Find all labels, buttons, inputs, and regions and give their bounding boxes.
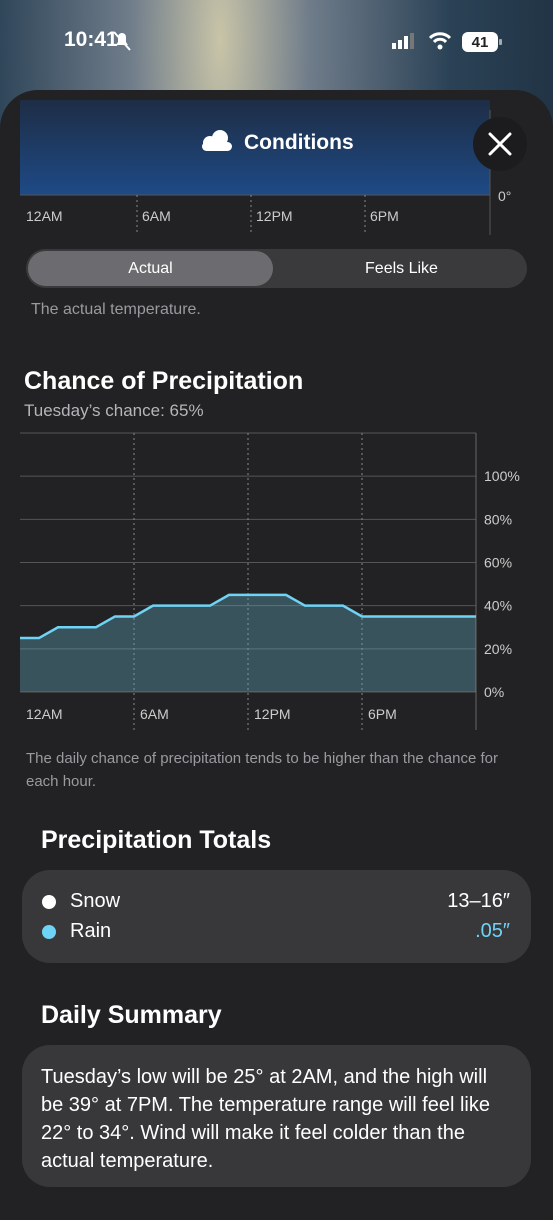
x-tick-label: 12AM bbox=[26, 208, 63, 224]
segment-selected[interactable] bbox=[28, 251, 273, 286]
section-title: Chance of Precipitation bbox=[24, 367, 304, 395]
y-tick-label: 60% bbox=[484, 555, 512, 571]
toggle-note: The actual temperature. bbox=[31, 301, 201, 318]
x-tick-label: 12PM bbox=[254, 706, 291, 722]
temperature-chart-axis: 12AM 6AM 12PM 6PM 0° bbox=[20, 110, 511, 235]
line bbox=[20, 593, 476, 640]
y-tick-label: 100% bbox=[484, 468, 520, 484]
x-tick-label: 12AM bbox=[26, 706, 63, 722]
mute-icon bbox=[113, 31, 131, 51]
y-tick-label: 0° bbox=[498, 188, 511, 204]
status-icons: 41 bbox=[392, 32, 502, 52]
legend-dots bbox=[42, 895, 56, 939]
summary-card bbox=[22, 1045, 531, 1187]
precipitation-chart: 0% 20% 40% 60% 80% 100% 12AM 6AM 12PM 6PM bbox=[20, 432, 520, 730]
totals-card bbox=[22, 870, 531, 963]
header-title: Conditions bbox=[244, 131, 354, 154]
total-value: .05″ bbox=[475, 920, 510, 942]
area-fill bbox=[20, 594, 476, 692]
y-tick-label: 80% bbox=[484, 511, 512, 527]
snow-dot bbox=[42, 895, 56, 909]
y-tick-label: 40% bbox=[484, 598, 512, 614]
section-subtitle: Tuesday’s chance: 65% bbox=[24, 401, 204, 420]
section-title: Precipitation Totals bbox=[41, 826, 272, 854]
section-title: Daily Summary bbox=[41, 1001, 222, 1029]
segment-label[interactable]: Feels Like bbox=[365, 260, 438, 277]
x-tick-label: 6AM bbox=[140, 706, 169, 722]
summary-text: Tuesday’s low will be 25° at 2AM, and th… bbox=[41, 1066, 490, 1172]
x-tick-label: 6PM bbox=[368, 706, 397, 722]
y-tick-label: 20% bbox=[484, 641, 512, 657]
cloud-icon bbox=[202, 130, 232, 151]
segment-label[interactable]: Actual bbox=[128, 260, 173, 277]
status-time: 10:41 bbox=[64, 28, 118, 51]
x-tick-label: 12PM bbox=[256, 208, 293, 224]
total-name: Snow bbox=[70, 890, 121, 912]
temperature-chart-area bbox=[20, 100, 490, 195]
battery-level: 41 bbox=[472, 34, 489, 51]
total-name: Rain bbox=[70, 920, 112, 942]
x-tick-label: 6PM bbox=[370, 208, 399, 224]
chart-note: The daily chance of precipitation tends … bbox=[26, 750, 498, 790]
total-value: 13–16″ bbox=[447, 890, 510, 912]
close-button[interactable] bbox=[472, 116, 528, 172]
y-tick-label: 0% bbox=[484, 684, 504, 700]
x-tick-label: 6AM bbox=[142, 208, 171, 224]
rain-dot bbox=[42, 925, 56, 939]
